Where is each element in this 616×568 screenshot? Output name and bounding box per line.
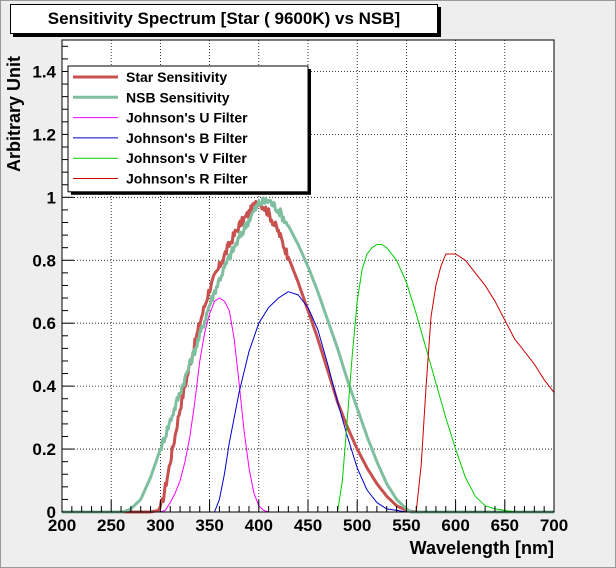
legend-label: Johnson's U Filter [126,110,248,126]
y-tick-label: 1.4 [32,62,56,81]
legend-label: Johnson's B Filter [126,130,248,146]
x-tick-label: 400 [245,516,273,535]
y-tick-label: 0 [47,503,56,522]
x-tick-label: 300 [146,516,174,535]
y-tick-label: 0.2 [32,440,56,459]
x-axis-title: Wavelength [nm] [410,538,554,558]
chart-title-text: Sensitivity Spectrum [Star ( 9600K) vs N… [47,9,401,28]
legend-label: Star Sensitivity [126,69,227,85]
y-tick-label: 0.8 [32,251,56,270]
series-line-johnson-s-b-filter [62,291,554,513]
chart-title: Sensitivity Spectrum [Star ( 9600K) vs N… [10,4,438,34]
y-tick-label: 0.4 [32,377,56,396]
x-tick-label: 500 [343,516,371,535]
x-tick-label: 550 [392,516,420,535]
x-tick-label: 250 [97,516,125,535]
x-tick-label: 600 [441,516,469,535]
x-tick-label: 450 [294,516,322,535]
y-axis-title: Arbitrary Unit [4,56,24,172]
x-tick-label: 700 [540,516,568,535]
y-tick-label: 1.2 [32,125,56,144]
x-tick-label: 200 [48,516,76,535]
x-tick-label: 650 [491,516,519,535]
series-line-johnson-s-u-filter [62,297,554,513]
y-tick-label: 1 [47,188,56,207]
legend-label: NSB Sensitivity [126,89,230,105]
x-tick-label: 350 [195,516,223,535]
axes: 200 250 300 350 400 450 500 550 600 650 700 0 0.2 0.4… [32,45,568,535]
series-line-johnson-s-r-filter [62,253,555,513]
legend-box [67,65,309,193]
legend-label: Johnson's V Filter [126,150,247,166]
legend: Star Sensitivity NSB Sensitivity Johnson's… [67,65,311,195]
y-tick-label: 0.6 [32,314,56,333]
series-line-johnson-s-v-filter [62,244,554,513]
legend-label: Johnson's R Filter [126,171,248,187]
